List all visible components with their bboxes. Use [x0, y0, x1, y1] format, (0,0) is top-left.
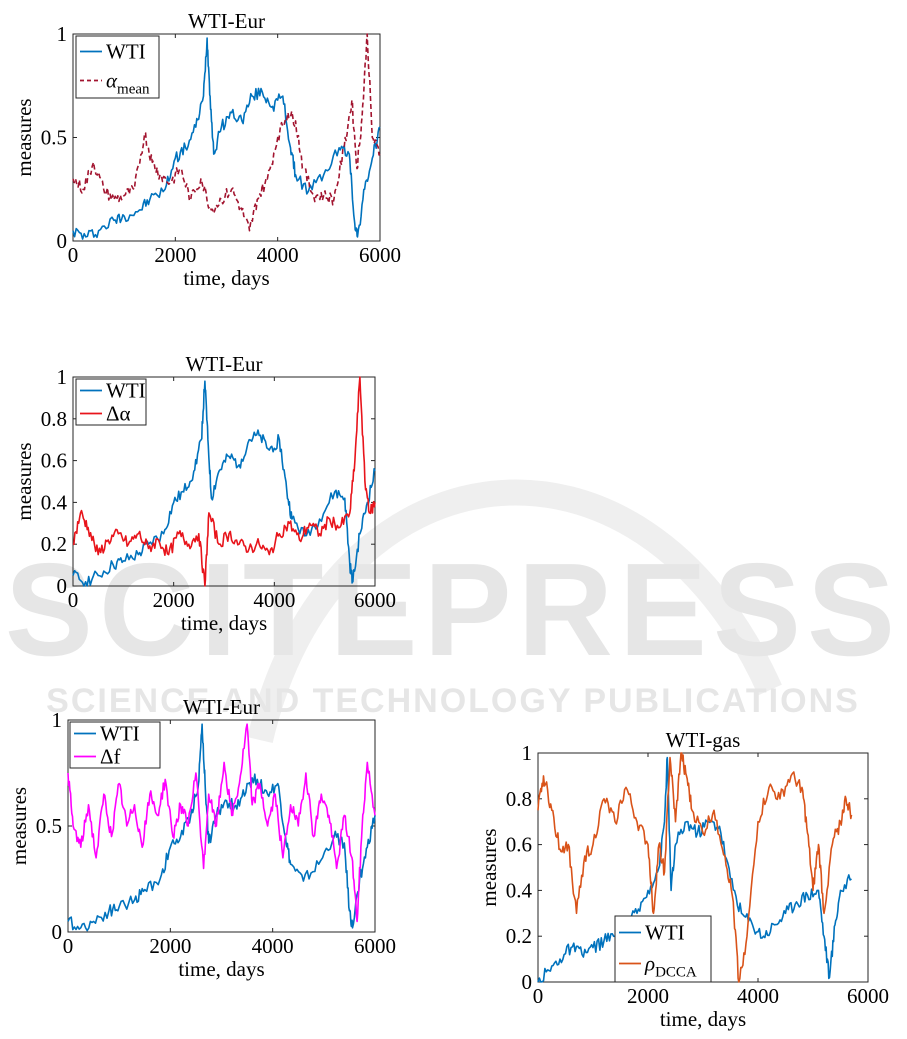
- y-tick-label: 0.5: [36, 814, 62, 838]
- watermark-arc-icon: [247, 479, 782, 743]
- x-tick-label: 2000: [153, 588, 195, 612]
- x-axis-label: time, days: [181, 611, 267, 635]
- x-tick-label: 4000: [737, 984, 779, 1008]
- y-tick-label: 0.6: [41, 449, 67, 473]
- x-tick-label: 2000: [149, 934, 191, 958]
- y-axis-label: measures: [12, 442, 36, 520]
- y-tick-label: 1: [57, 22, 68, 46]
- y-tick-label: 0.4: [506, 878, 533, 902]
- chart-panel: WTI-Eur 0 2000 4000 6000 0 0.2 0.4 0.6 0.8 1 time, …: [12, 352, 396, 635]
- legend-label: ρDCCA: [644, 952, 697, 981]
- y-tick-label: 0.4: [41, 490, 68, 514]
- series-line: [72, 380, 376, 587]
- chart-title: WTI-gas: [666, 728, 741, 752]
- x-tick-label: 4000: [253, 588, 295, 612]
- legend-box: [75, 378, 147, 426]
- series-line: [72, 376, 376, 587]
- chart-panel: WTI-Eur 0 2000 4000 6000 0 0.5 1 time, days measu…: [7, 695, 396, 981]
- x-axis-label: time, days: [178, 957, 264, 981]
- y-tick-label: 0.8: [41, 407, 67, 431]
- x-tick-label: 0: [63, 934, 74, 958]
- series-line: [67, 723, 376, 923]
- x-tick-label: 0: [533, 984, 544, 1008]
- y-tick-label: 1: [52, 708, 63, 732]
- x-tick-label: 2000: [154, 243, 196, 267]
- x-tick-label: 6000: [847, 984, 889, 1008]
- x-tick-label: 6000: [359, 243, 401, 267]
- watermark-main-text: SCITEPRESS: [5, 536, 901, 683]
- chart-panels: WTI-Eur 0 2000 4000 6000 0 0.5 1 time, days measu…: [7, 9, 889, 1031]
- x-tick-label: 0: [68, 243, 79, 267]
- x-axis-label: time, days: [183, 266, 269, 290]
- x-tick-label: 4000: [252, 934, 294, 958]
- legend-box: [75, 35, 160, 99]
- x-tick-label: 4000: [257, 243, 299, 267]
- y-axis-label: measures: [7, 787, 31, 865]
- legend-label: WTI: [645, 921, 685, 945]
- y-tick-label: 0: [522, 970, 533, 994]
- y-tick-label: 0.8: [506, 787, 532, 811]
- y-tick-label: 1: [522, 741, 533, 765]
- x-tick-label: 0: [68, 588, 79, 612]
- y-tick-label: 0.2: [41, 532, 67, 556]
- y-tick-label: 0.5: [41, 126, 67, 150]
- legend-label: Δα: [106, 402, 131, 426]
- y-axis-label: measures: [477, 828, 501, 906]
- chart-panel: WTI-Eur 0 2000 4000 6000 0 0.5 1 time, days measu…: [12, 9, 401, 290]
- legend-label: αmean: [106, 69, 150, 98]
- watermark: SCITEPRESS SCIENCE AND TECHNOLOGY PUBLIC…: [5, 479, 901, 743]
- legend-label: WTI: [100, 722, 140, 746]
- legend-box: [69, 721, 161, 769]
- x-tick-label: 2000: [627, 984, 669, 1008]
- y-tick-label: 0: [57, 574, 68, 598]
- y-axis-label: measures: [12, 98, 36, 176]
- chart-panel: WTI-gas 0 2000 4000 6000 0 0.2 0.4 0.6 0.8 1 time, …: [477, 728, 889, 1031]
- y-tick-label: 0.2: [506, 924, 532, 948]
- legend-label: Δf: [100, 745, 121, 769]
- y-tick-label: 0: [57, 229, 68, 253]
- x-tick-label: 6000: [354, 588, 396, 612]
- chart-title: WTI-Eur: [188, 9, 265, 33]
- legend-label: WTI: [106, 379, 146, 403]
- y-tick-label: 0: [52, 920, 63, 944]
- series-line: [537, 756, 852, 983]
- series-line: [537, 752, 853, 983]
- chart-title: WTI-Eur: [186, 352, 263, 376]
- y-tick-label: 0.6: [506, 833, 532, 857]
- chart-title: WTI-Eur: [183, 695, 260, 719]
- watermark-sub-text: SCIENCE AND TECHNOLOGY PUBLICATIONS: [46, 682, 860, 720]
- x-tick-label: 6000: [354, 934, 396, 958]
- y-tick-label: 1: [57, 365, 68, 389]
- series-line: [72, 37, 381, 240]
- legend-box: [614, 915, 712, 983]
- x-axis-label: time, days: [660, 1007, 746, 1031]
- plot-area-frame: [72, 376, 376, 587]
- legend-label: WTI: [106, 40, 146, 64]
- series-line: [72, 33, 381, 232]
